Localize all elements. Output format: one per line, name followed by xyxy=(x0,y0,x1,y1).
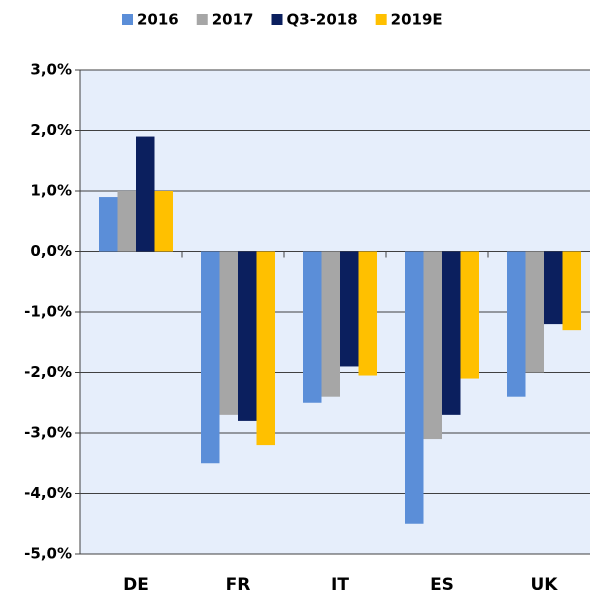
bar xyxy=(117,191,136,252)
bar xyxy=(442,251,461,415)
bar xyxy=(99,197,118,252)
bar xyxy=(256,251,275,446)
x-tick-label: DE xyxy=(123,575,149,595)
legend-swatch xyxy=(271,14,283,25)
bar xyxy=(303,251,322,403)
legend-label: Q3-2018 xyxy=(287,11,358,29)
bar xyxy=(201,251,220,464)
legend-label: 2016 xyxy=(137,11,179,29)
bar xyxy=(507,251,526,397)
y-tick-label: 3,0% xyxy=(30,61,72,79)
x-tick-label: ES xyxy=(430,575,454,595)
y-tick-label: -4,0% xyxy=(24,484,72,502)
bar xyxy=(525,251,544,373)
y-tick-label: -3,0% xyxy=(24,424,72,442)
bar xyxy=(154,191,173,252)
legend-swatch xyxy=(122,14,133,25)
x-tick-label: IT xyxy=(331,575,349,595)
y-tick-label: 1,0% xyxy=(30,182,72,200)
y-tick-label: -2,0% xyxy=(24,363,72,381)
legend-label: 2017 xyxy=(212,11,254,29)
y-tick-label: -1,0% xyxy=(24,303,72,321)
bar xyxy=(238,251,257,421)
bar xyxy=(136,136,155,252)
legend-swatch xyxy=(375,14,387,25)
bar xyxy=(562,251,581,331)
bar xyxy=(321,251,340,397)
x-tick-label: FR xyxy=(226,575,251,595)
x-tick-label: UK xyxy=(531,575,559,595)
y-tick-label: -5,0% xyxy=(24,545,72,563)
legend-swatch xyxy=(196,14,208,25)
bar xyxy=(544,251,563,325)
bar xyxy=(340,251,359,367)
bar xyxy=(405,251,424,524)
legend-label: 2019E xyxy=(391,11,443,29)
bar xyxy=(219,251,238,415)
y-tick-label: 2,0% xyxy=(30,121,72,139)
y-tick-label: 0,0% xyxy=(30,242,72,260)
bar xyxy=(423,251,442,440)
bar xyxy=(460,251,479,379)
bar xyxy=(358,251,377,376)
